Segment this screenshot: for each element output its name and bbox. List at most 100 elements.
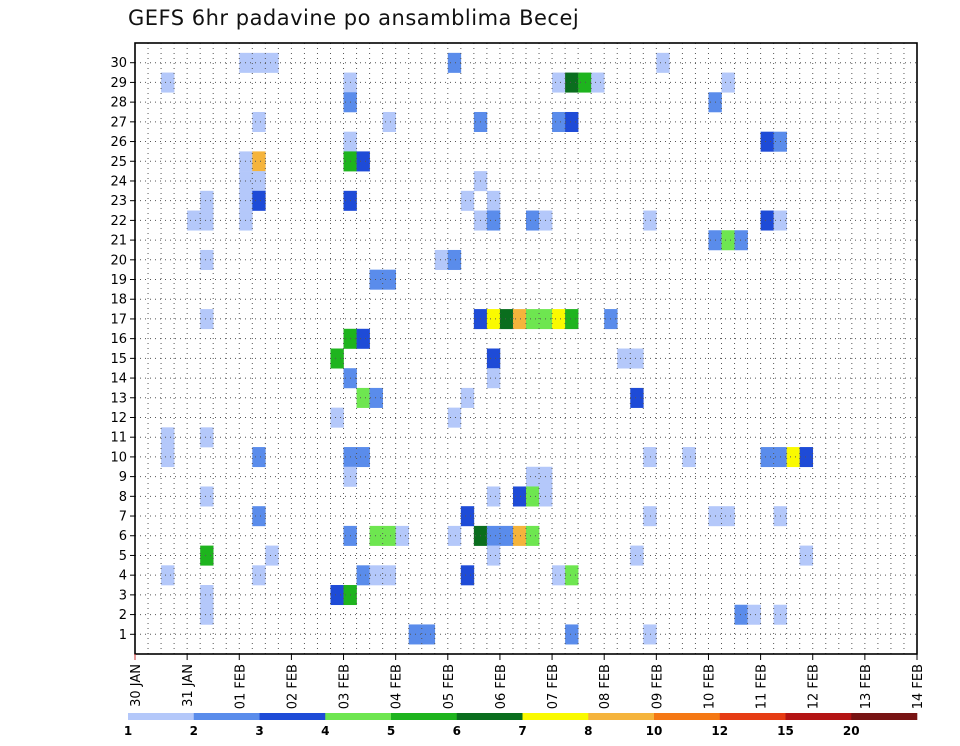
y-tick-label: 25 [110,155,127,170]
y-tick-label: 3 [119,588,127,603]
y-tick-label: 16 [110,332,127,347]
heatmap-cell [526,486,540,507]
heatmap-cell [512,309,527,330]
heatmap-cell [786,447,800,468]
heatmap-cell [526,525,540,546]
colorbar-label: 7 [518,724,526,738]
colorbar-label: 5 [387,724,395,738]
heatmap-cell [252,171,266,192]
y-tick-label: 17 [110,312,127,327]
heatmap-cell [434,249,449,270]
x-tick-label: 13 FEB [859,664,874,709]
heatmap-cell [526,309,540,330]
heatmap-cell [395,525,409,546]
heatmap-cell [200,427,214,448]
heatmap-cell [252,190,266,211]
colorbar-label: 10 [646,724,663,738]
y-tick-label: 5 [119,549,127,564]
heatmap-cell [512,525,527,546]
y-tick-label: 21 [110,234,127,249]
heatmap-cell [721,72,735,93]
y-tick-label: 20 [110,253,127,268]
heatmap-cell [734,604,748,625]
heatmap-cell [565,111,579,132]
heatmap-cell [578,72,592,93]
heatmap-cell [630,348,644,369]
x-tick-label: 01 FEB [233,664,248,709]
heatmap-cell [382,565,396,586]
heatmap-cell [617,348,631,369]
heatmap-cell [330,585,344,606]
x-tick-label: 03 FEB [338,664,353,709]
heatmap-cell [356,447,370,468]
colorbar-label: 12 [711,724,728,738]
heatmap-cell [200,210,214,231]
heatmap-cell [200,249,214,270]
heatmap-cell [643,506,657,527]
heatmap-cell [330,407,344,428]
colorbar-swatch [719,713,786,720]
colorbar-label: 4 [321,724,329,738]
heatmap-cell [460,190,475,211]
heatmap-cell [447,52,462,73]
heatmap-cell [552,72,566,93]
x-tick-label: 30 JAN [129,664,144,707]
heatmap-cell [526,466,540,487]
heatmap-cell [200,585,214,606]
x-tick-label: 04 FEB [390,664,405,709]
heatmap-cell [356,565,370,586]
heatmap-cell [161,72,175,93]
heatmap-cell [552,565,566,586]
heatmap-cell [369,387,383,408]
heatmap-cell [499,309,514,330]
colorbar-swatch [522,713,589,720]
x-tick-label: 08 FEB [598,664,613,709]
colorbar-swatch [654,713,721,720]
heatmap-cell [643,447,657,468]
y-tick-label: 8 [119,490,127,505]
heatmap-cell [200,545,214,566]
heatmap-cell [252,565,266,586]
colorbar-label: 6 [453,724,461,738]
heatmap-cell [161,427,175,448]
y-tick-label: 18 [110,293,127,308]
heatmap-cell [760,131,774,152]
heatmap-cell [799,545,814,566]
y-tick-label: 4 [119,569,127,584]
heatmap-cell [760,210,774,231]
y-tick-label: 12 [110,411,127,426]
y-tick-label: 23 [110,194,127,209]
colorbar-swatch [259,713,326,720]
heatmap-cell [499,525,514,546]
heatmap-cell [486,210,501,231]
heatmap-cell [460,387,475,408]
heatmap-cell [252,151,266,172]
y-tick-label: 29 [110,76,127,91]
y-tick-label: 24 [110,174,127,189]
heatmap-cell [252,506,266,527]
x-tick-label: 14 FEB [911,664,926,709]
chart-title: GEFS 6hr padavine po ansamblima Becej [128,6,580,30]
heatmap-cell [200,604,214,625]
heatmap-cell [760,447,774,468]
heatmap-cell [382,525,396,546]
heatmap-cell [526,210,540,231]
heatmap-cell [382,111,396,132]
y-tick-label: 13 [110,391,127,406]
x-tick-label: 10 FEB [702,664,717,709]
y-tick-label: 7 [119,510,127,525]
y-tick-label: 28 [110,96,127,111]
heatmap-cell [447,249,462,270]
y-tick-label: 26 [110,135,127,150]
heatmap-cell [252,111,266,132]
heatmap-cell [799,447,814,468]
heatmap-cell [369,269,383,290]
y-tick-label: 15 [110,352,127,367]
colorbar-swatch [851,713,918,720]
heatmap-cell [565,565,579,586]
heatmap-cell [369,565,383,586]
heatmap-cell [200,190,214,211]
heatmap-cell [591,72,605,93]
